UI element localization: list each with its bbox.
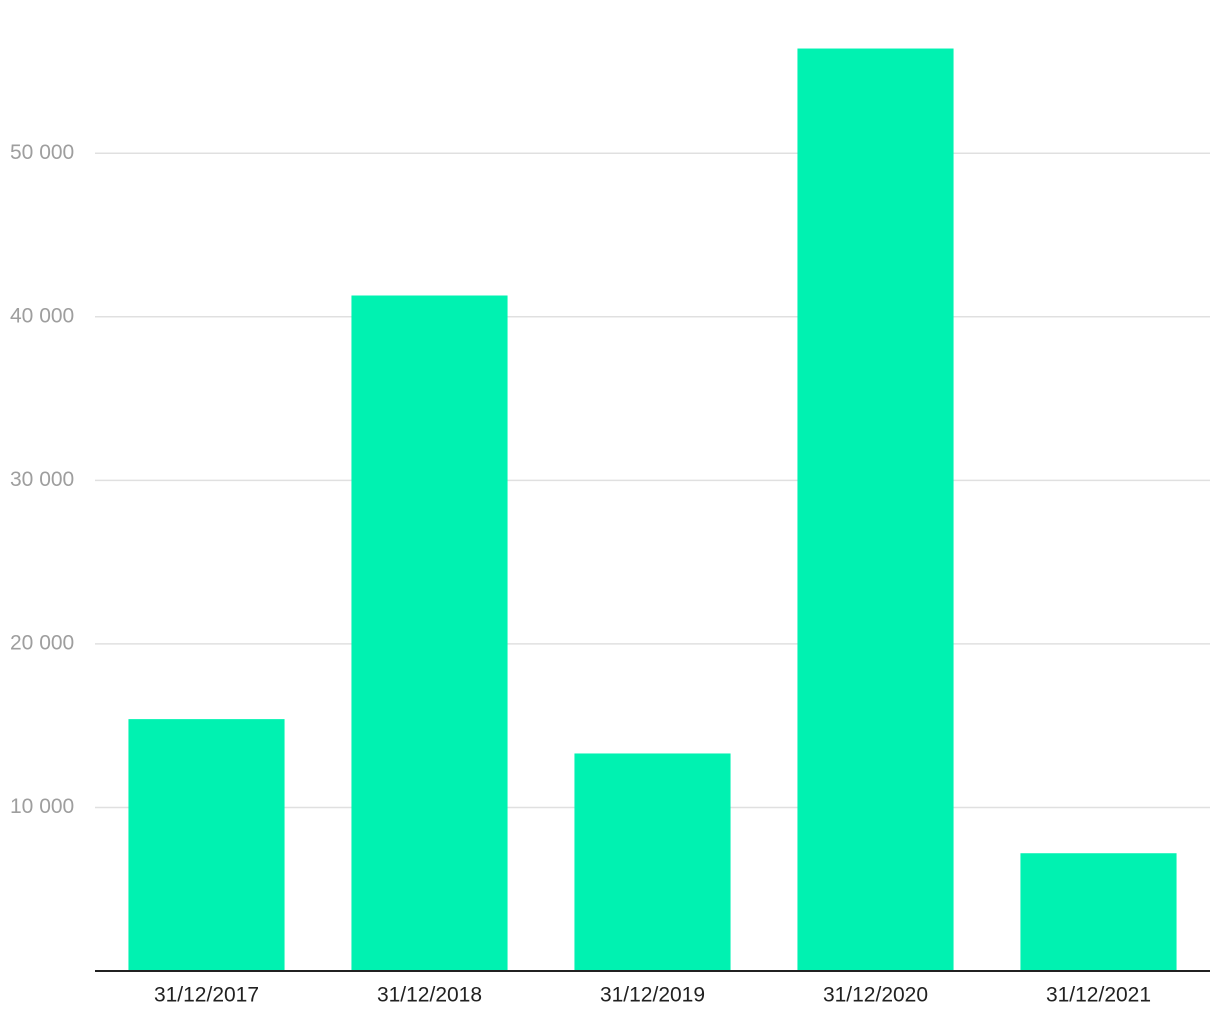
bar	[574, 753, 731, 971]
y-tick-label: 50 000	[10, 141, 74, 164]
bar	[1020, 853, 1177, 971]
bar	[797, 48, 954, 971]
x-tick-label: 31/12/2020	[823, 984, 928, 1007]
x-tick-label: 31/12/2021	[1046, 984, 1151, 1007]
x-tick-label: 31/12/2018	[377, 984, 482, 1007]
x-tick-label: 31/12/2017	[154, 984, 259, 1007]
y-tick-label: 20 000	[10, 631, 74, 654]
y-tick-label: 30 000	[10, 468, 74, 491]
y-tick-label: 10 000	[10, 795, 74, 818]
y-tick-label: 40 000	[10, 304, 74, 327]
bar	[128, 719, 285, 971]
x-tick-label: 31/12/2019	[600, 984, 705, 1007]
bar	[351, 295, 508, 971]
